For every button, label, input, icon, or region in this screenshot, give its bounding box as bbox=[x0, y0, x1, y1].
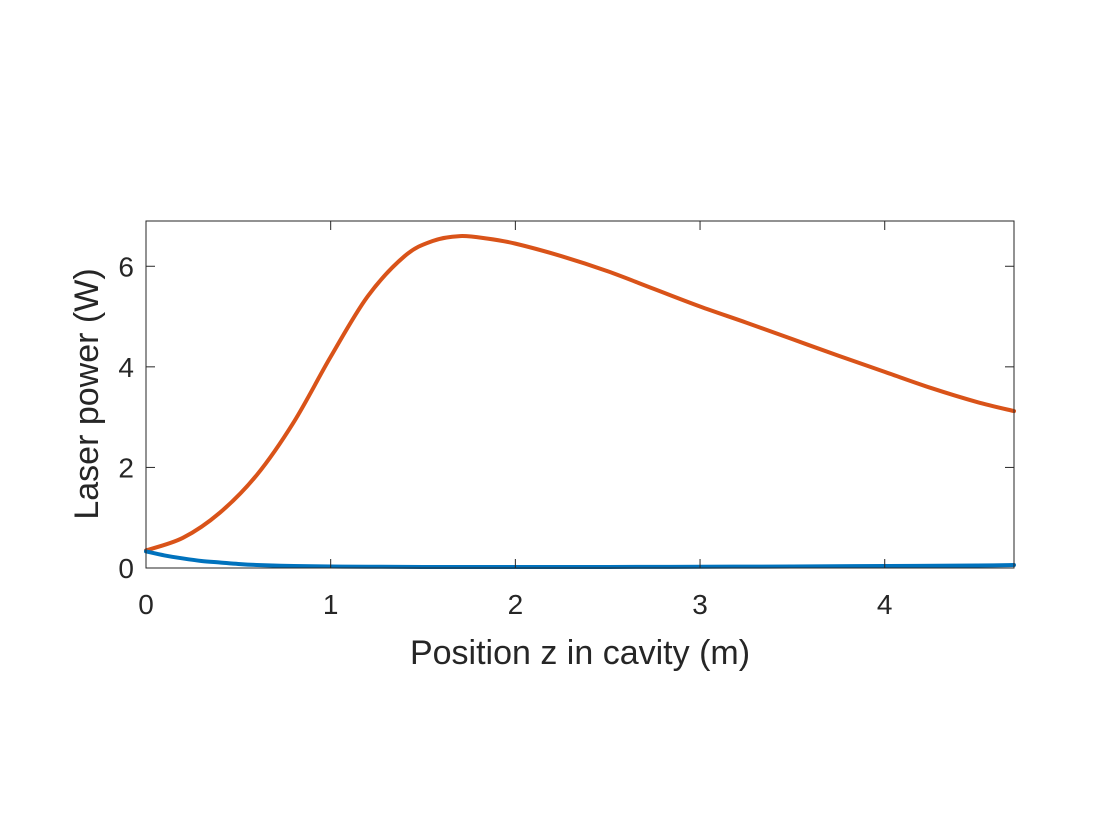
y-tick-label: 6 bbox=[118, 251, 134, 282]
x-tick-label: 4 bbox=[877, 589, 893, 620]
x-tick-label: 1 bbox=[323, 589, 339, 620]
series-line-blue bbox=[144, 549, 1016, 570]
tick-labels-layer: 0 1 2 3 4 0 2 4 6 bbox=[118, 251, 892, 620]
series-line-orange bbox=[144, 234, 1016, 553]
x-tick-label: 3 bbox=[692, 589, 708, 620]
series-layer bbox=[144, 234, 1016, 570]
y-axis-label: Laser power (W) bbox=[68, 268, 106, 519]
plot-frame bbox=[145, 220, 1015, 569]
x-axis-label: Position z in cavity (m) bbox=[410, 634, 750, 672]
x-tick-label: 2 bbox=[508, 589, 524, 620]
y-tick-label: 4 bbox=[118, 352, 134, 383]
y-tick-label: 2 bbox=[118, 452, 134, 483]
x-tick-label: 0 bbox=[138, 589, 154, 620]
y-tick-label: 0 bbox=[118, 553, 134, 584]
plot-area bbox=[146, 221, 1014, 568]
